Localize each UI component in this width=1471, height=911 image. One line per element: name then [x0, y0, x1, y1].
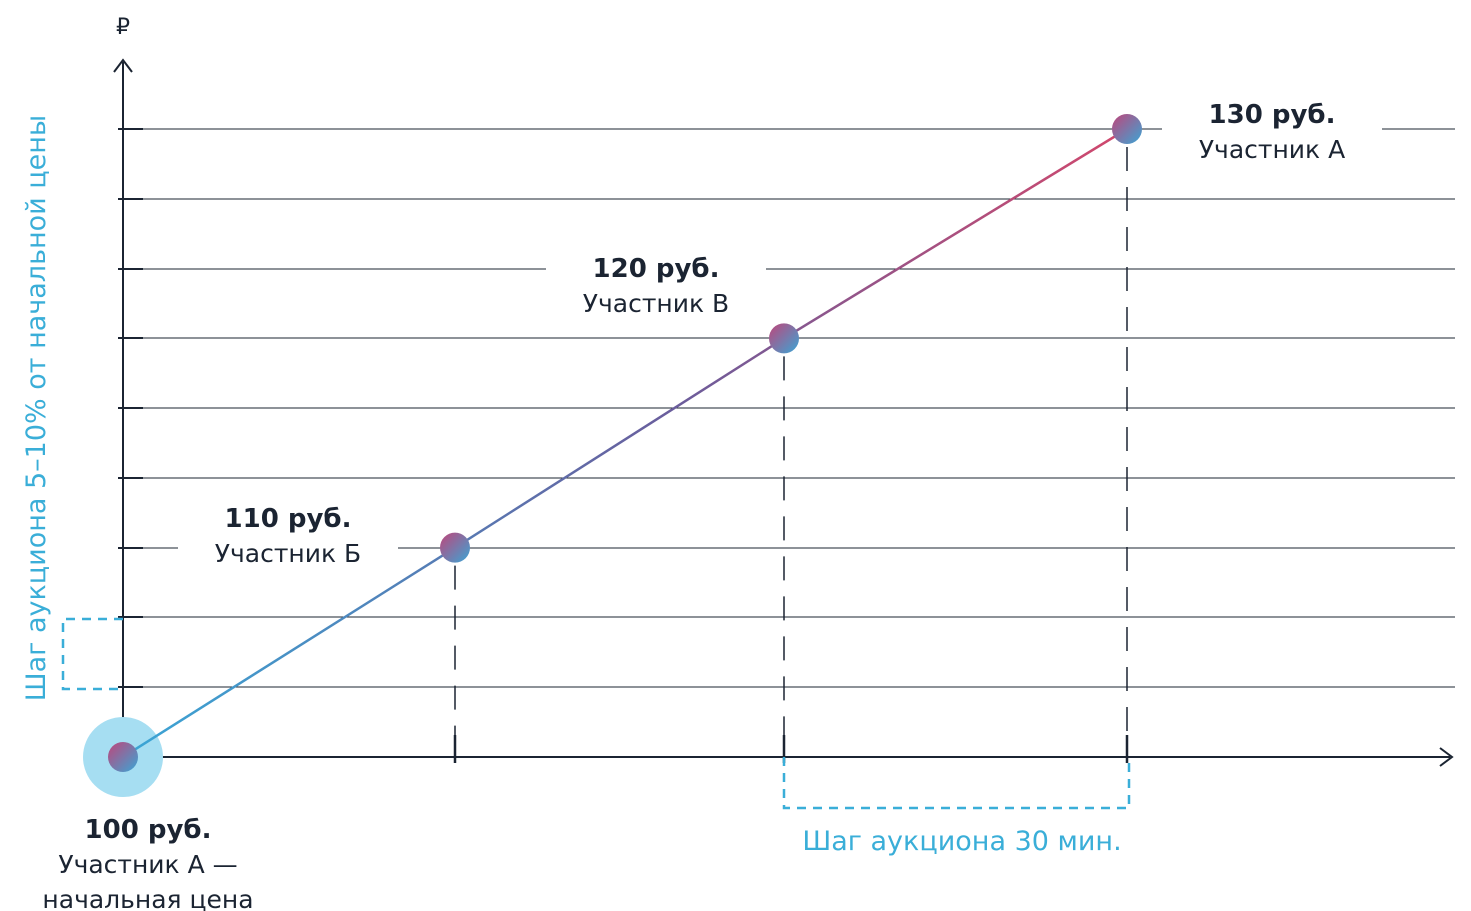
x-axis-arrow	[1439, 747, 1454, 767]
bid-participant-label: Участник В	[583, 289, 729, 318]
bid-point	[440, 532, 470, 563]
bid-labels: 100 руб. Участник А — начальная цена 110 ру…	[42, 95, 1382, 911]
label-background	[178, 499, 398, 571]
bid-participant-label: Участник А	[1199, 135, 1345, 164]
grid-lines	[123, 128, 1455, 688]
bid-price-label: 130 руб.	[1209, 100, 1336, 130]
x-axis-title: Шаг аукциона 30 мин.	[802, 826, 1121, 857]
y-step-bracket	[61, 617, 123, 691]
y-ticks	[118, 128, 143, 688]
bid-price-label: 100 руб.	[85, 815, 212, 845]
bid-participant-label: Участник А —	[58, 850, 237, 879]
bid-line	[122, 127, 1128, 759]
bid-price-label: 120 руб.	[593, 254, 720, 284]
bid-participant-label: Участник Б	[215, 539, 361, 568]
x-step-bracket	[782, 757, 1131, 810]
bid-points	[108, 114, 1142, 772]
label-background	[546, 249, 766, 321]
y-axis-arrow	[113, 58, 133, 73]
label-background	[1162, 95, 1382, 167]
y-unit-label: ₽	[116, 15, 130, 40]
bid-note-label: начальная цена	[42, 885, 253, 911]
step-dash-lines	[453, 147, 1129, 763]
bid-point	[1112, 114, 1142, 144]
bid-price-label: 110 руб.	[225, 504, 352, 534]
bid-point	[769, 323, 799, 354]
bid-point	[108, 742, 138, 772]
y-axis-title: Шаг аукциона 5–10% от начальной цены	[21, 115, 52, 701]
